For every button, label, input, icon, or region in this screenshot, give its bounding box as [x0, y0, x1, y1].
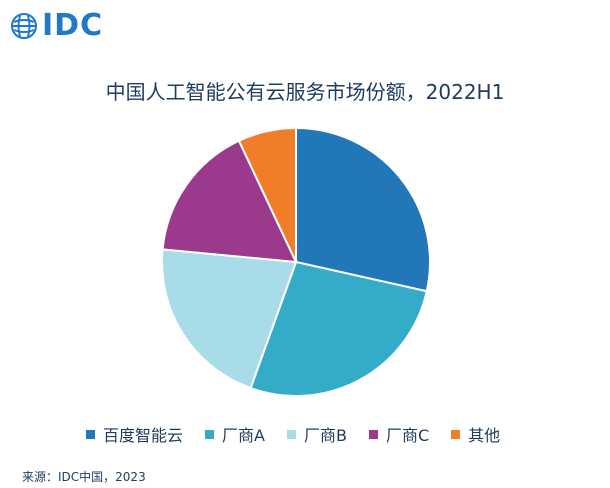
pie-slice-2: [249, 260, 428, 397]
pie-slices: [161, 126, 431, 397]
legend-label-3: 厂商B: [303, 426, 347, 445]
legend-swatch-4: [368, 429, 378, 439]
pie-slice-3: [161, 248, 298, 390]
legend-label-1: 百度智能云: [103, 426, 184, 445]
globe-icon: [11, 13, 37, 39]
legend-swatch-5: [451, 429, 461, 439]
legend-label-2: 厂商A: [222, 426, 265, 445]
legend-item-3: 厂商B: [286, 422, 347, 446]
legend-item-4: 厂商C: [368, 422, 430, 446]
source-note: 来源：IDC中国，2023: [22, 470, 146, 484]
legend-label-4: 厂商C: [385, 426, 430, 445]
logo-text: IDC: [42, 8, 104, 43]
pie-slice-4: [161, 139, 298, 264]
chart-title: 中国人工智能公有云服务市场份额，2022H1: [105, 80, 505, 104]
legend-swatch-2: [205, 429, 215, 439]
chart-legend: 百度智能云 厂商A 厂商B 厂商C 其他: [86, 422, 566, 446]
legend-item-1: 百度智能云: [86, 422, 183, 446]
legend-item-5: 其他: [451, 422, 500, 446]
idc-logo: IDC: [10, 6, 130, 46]
pie-slice-1: [295, 126, 431, 293]
legend-swatch-3: [286, 429, 296, 439]
pie-slice-5: [237, 126, 297, 263]
legend-label-5: 其他: [468, 426, 501, 445]
legend-swatch-1: [86, 429, 95, 439]
legend-item-2: 厂商A: [205, 422, 265, 446]
